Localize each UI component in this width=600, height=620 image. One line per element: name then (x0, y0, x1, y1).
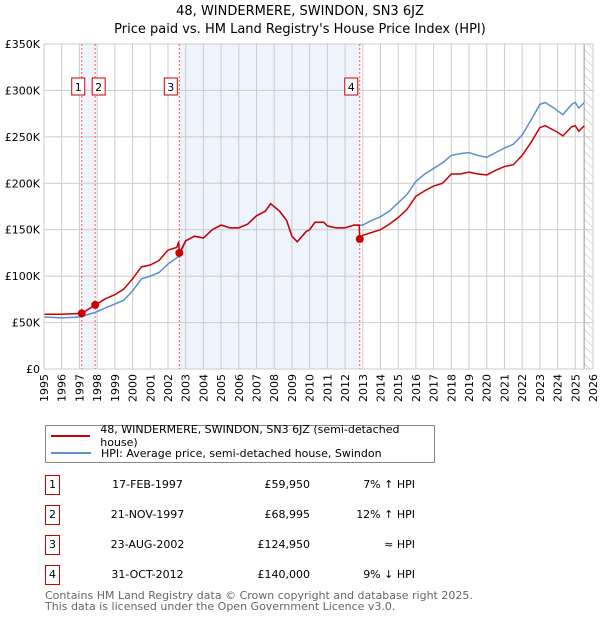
legend-label: HPI: Average price, semi-detached house,… (101, 446, 382, 460)
x-tick-label: 2026 (587, 374, 600, 402)
shaded-period (81, 44, 96, 369)
sale-date: 23-AUG-2002 (110, 538, 185, 551)
x-tick-label: 2021 (498, 374, 511, 402)
sale-row: 1 17-FEB-1997 £59,950 7% ↑ HPI (45, 475, 445, 495)
x-tick-label: 2022 (516, 374, 529, 402)
x-tick-label: 2016 (410, 374, 423, 402)
blue-line-swatch (51, 452, 91, 454)
y-tick-label: £200K (5, 177, 41, 190)
sale-point (77, 309, 86, 318)
price-chart: 1995 1996 1997 1998 1999 2000 2001 2002 2003 2004… (5, 38, 600, 402)
sale-row: 4 31-OCT-2012 £140,000 9% ↓ HPI (45, 565, 445, 585)
property-price-line (44, 124, 585, 315)
sale-price: £59,950 (264, 478, 311, 491)
sale-marker-label: 1 (75, 81, 82, 94)
x-tick-label: 2019 (463, 374, 476, 402)
sale-hpi-compare: 9% ↓ HPI (363, 568, 415, 581)
sale-price: £124,950 (257, 538, 311, 551)
sale-price: £140,000 (257, 568, 311, 581)
sale-date: 21-NOV-1997 (110, 508, 185, 521)
sale-row: 3 23-AUG-2002 £124,950 ≈ HPI (45, 535, 445, 555)
x-tick-label: 2017 (428, 374, 441, 402)
x-tick-label: 2001 (144, 374, 157, 402)
sale-marker-label: 4 (45, 565, 60, 585)
sale-point (355, 235, 364, 243)
sale-hpi-compare: ≈ HPI (384, 538, 415, 551)
sale-point (91, 300, 100, 309)
x-tick-label: 2013 (357, 374, 370, 402)
sale-marker-label: 3 (45, 535, 60, 555)
x-tick-label: 2003 (180, 374, 193, 402)
x-tick-label: 1996 (56, 374, 69, 402)
y-tick-label: £250K (5, 131, 41, 144)
x-tick-label: 2020 (481, 374, 494, 402)
y-tick-label: £150K (5, 224, 41, 237)
x-tick-label: 2014 (374, 374, 387, 402)
sale-date: 31-OCT-2012 (111, 568, 184, 581)
sale-hpi-compare: 7% ↑ HPI (363, 478, 415, 491)
x-tick-label: 2023 (534, 374, 547, 402)
sale-marker-label: 2 (95, 81, 102, 94)
x-tick-label: 2018 (445, 374, 458, 402)
sale-date: 17-FEB-1997 (112, 478, 183, 491)
sale-marker-box (344, 77, 359, 96)
x-tick-label: 2005 (215, 374, 228, 402)
footer-licence: This data is licensed under the Open Gov… (45, 600, 396, 613)
sale-marker-box (163, 77, 178, 96)
x-tick-label: 2000 (127, 374, 140, 402)
chart-subtitle: Price paid vs. HM Land Registry's House … (114, 22, 486, 37)
x-tick-label: 2024 (552, 374, 565, 402)
x-tick-label: 1998 (91, 374, 104, 402)
x-tick-label: 1995 (38, 374, 51, 402)
forecast-hatch (584, 44, 593, 369)
sale-marker-box (71, 77, 86, 96)
x-tick-label: 2011 (321, 374, 334, 402)
sale-hpi-compare: 12% ↑ HPI (356, 508, 415, 521)
sale-marker-label: 2 (45, 505, 60, 525)
sale-marker-label: 4 (348, 81, 355, 94)
x-tick-label: 2012 (339, 374, 352, 402)
x-tick-label: 2009 (286, 374, 299, 402)
sale-point (175, 248, 184, 257)
y-tick-label: £0 (26, 363, 40, 376)
sale-price: £68,995 (264, 508, 311, 521)
y-tick-label: £300K (5, 84, 41, 97)
x-tick-label: 1999 (109, 374, 122, 402)
sale-marker-box (91, 77, 106, 96)
legend-label: 48, WINDERMERE, SWINDON, SN3 6JZ (semi-d… (100, 423, 400, 449)
x-tick-label: 2004 (197, 374, 210, 402)
y-tick-label: £50K (12, 317, 41, 330)
chart-title: 48, WINDERMERE, SWINDON, SN3 6JZ (176, 4, 424, 19)
x-tick-label: 1997 (73, 374, 86, 402)
x-tick-label: 2015 (392, 374, 405, 402)
sale-row: 2 21-NOV-1997 £68,995 12% ↑ HPI (45, 505, 445, 525)
y-tick-label: £350K (5, 38, 41, 51)
footer-copyright: Contains HM Land Registry data © Crown c… (45, 589, 473, 602)
x-tick-label: 2002 (162, 374, 175, 402)
legend: 48, WINDERMERE, SWINDON, SN3 6JZ (semi-d… (45, 423, 435, 463)
red-line-swatch (51, 435, 91, 437)
sale-marker-label: 3 (167, 81, 174, 94)
legend-item-hpi: HPI: Average price, semi-detached house,… (51, 445, 382, 461)
x-tick-label: 2007 (251, 374, 264, 402)
sale-marker-label: 1 (45, 475, 60, 495)
legend-item-property: 48, WINDERMERE, SWINDON, SN3 6JZ (semi-d… (51, 423, 434, 449)
x-tick-label: 2025 (569, 374, 582, 402)
x-tick-label: 2008 (268, 374, 281, 402)
x-tick-label: 2006 (233, 374, 246, 402)
y-tick-label: £100K (5, 270, 41, 283)
x-tick-label: 2010 (304, 374, 317, 402)
